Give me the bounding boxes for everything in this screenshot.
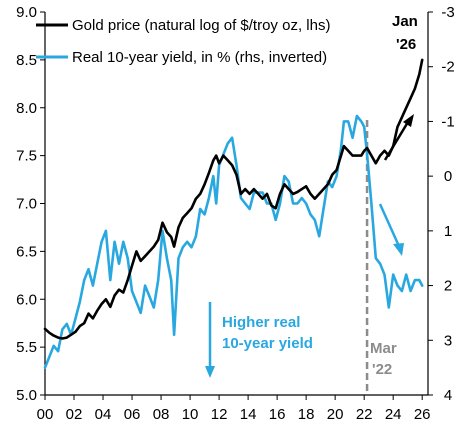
higher-real-yield-note-line1: Higher real xyxy=(222,314,300,331)
x-tick-label: 22 xyxy=(356,406,373,423)
x-tick-label: 10 xyxy=(182,406,199,423)
right-tick-label: -2 xyxy=(441,59,454,76)
x-tick-label: 18 xyxy=(298,406,315,423)
left-tick-label: 6.0 xyxy=(16,291,37,308)
blue-down-arrow-head xyxy=(205,366,215,378)
x-tick-label: 02 xyxy=(66,406,83,423)
x-tick-label: 00 xyxy=(37,406,54,423)
left-tick-label: 7.5 xyxy=(16,148,37,165)
left-tick-label: 8.5 xyxy=(16,52,37,69)
left-tick-label: 8.0 xyxy=(16,100,37,117)
right-y-ticks: 4 3 2 1 0 -1 -2 -3 xyxy=(428,4,455,404)
right-tick-label: 1 xyxy=(444,223,452,240)
black-up-arrow-shaft xyxy=(383,121,410,161)
x-tick-label: 12 xyxy=(211,406,228,423)
left-tick-label: 5.0 xyxy=(16,387,37,404)
blue-diagonal-arrow-shaft xyxy=(378,203,400,245)
series-layer xyxy=(43,58,424,369)
blue-diagonal-arrow-head xyxy=(393,243,404,256)
right-tick-label: -3 xyxy=(441,4,454,21)
jan-26-note-line2: '26 xyxy=(396,36,416,53)
right-tick-label: 3 xyxy=(444,332,452,349)
left-tick-label: 6.5 xyxy=(16,243,37,260)
x-ticks: 00 02 04 06 08 10 12 14 16 18 20 22 24 26 xyxy=(37,395,431,423)
mar-22-note-line2: '22 xyxy=(372,361,392,378)
legend-label-yield: Real 10-year yield, in % (rhs, inverted) xyxy=(72,49,327,66)
x-tick-label: 04 xyxy=(95,406,112,423)
annotations: Higher real 10-year yield Mar '22 Jan '2… xyxy=(205,13,418,378)
gold-price-line xyxy=(43,58,424,340)
mar-22-note-line1: Mar xyxy=(370,340,397,357)
right-tick-label: 4 xyxy=(444,387,452,404)
left-tick-label: 7.0 xyxy=(16,196,37,213)
legend: Gold price (natural log of $/troy oz, lh… xyxy=(36,17,330,66)
x-tick-label: 26 xyxy=(414,406,431,423)
x-tick-label: 24 xyxy=(385,406,402,423)
legend-label-gold: Gold price (natural log of $/troy oz, lh… xyxy=(72,17,330,34)
x-tick-label: 16 xyxy=(269,406,286,423)
black-up-arrow-head xyxy=(403,114,414,127)
x-tick-label: 08 xyxy=(153,406,170,423)
x-tick-label: 06 xyxy=(124,406,141,423)
left-tick-label: 9.0 xyxy=(16,4,37,21)
right-tick-label: -1 xyxy=(441,113,454,130)
left-y-ticks: 5.0 5.5 6.0 6.5 7.0 7.5 8.0 8.5 9.0 xyxy=(16,4,45,404)
right-tick-label: 0 xyxy=(444,168,452,185)
x-tick-label: 20 xyxy=(327,406,344,423)
jan-26-note-line1: Jan xyxy=(392,13,418,30)
right-tick-label: 2 xyxy=(444,278,452,295)
left-tick-label: 5.5 xyxy=(16,339,37,356)
real-yield-line xyxy=(43,114,424,369)
x-tick-label: 14 xyxy=(240,406,257,423)
higher-real-yield-note-line2: 10-year yield xyxy=(222,335,313,352)
